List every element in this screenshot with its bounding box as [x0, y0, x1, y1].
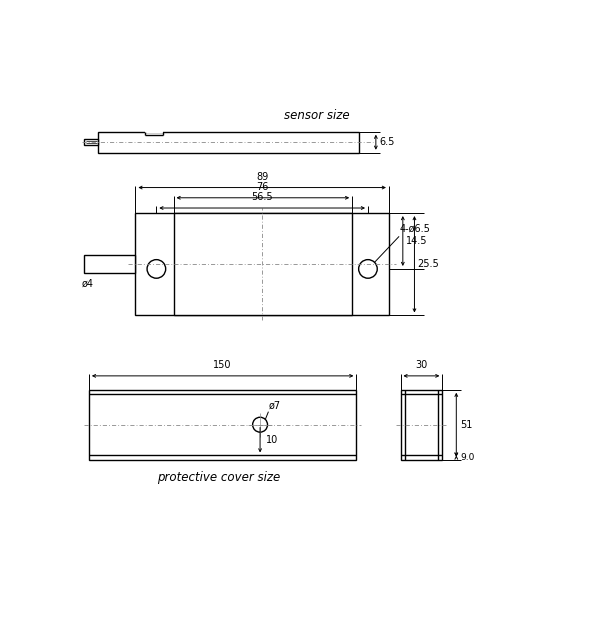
- Text: 25.5: 25.5: [418, 259, 439, 269]
- Bar: [89, 390, 356, 459]
- Bar: [98, 132, 359, 153]
- Text: 10: 10: [266, 435, 278, 445]
- Text: ø7: ø7: [268, 401, 281, 410]
- Text: ø4: ø4: [82, 279, 94, 289]
- Circle shape: [359, 260, 377, 278]
- Bar: [84, 140, 98, 145]
- Bar: [173, 213, 352, 316]
- Bar: [84, 255, 136, 273]
- Text: 6.5: 6.5: [380, 137, 395, 147]
- Text: 4-ø6.5: 4-ø6.5: [399, 224, 430, 234]
- Text: 14.5: 14.5: [406, 236, 428, 246]
- Circle shape: [253, 417, 268, 432]
- Bar: [136, 213, 389, 316]
- Text: 51: 51: [460, 420, 472, 430]
- Text: 30: 30: [415, 360, 428, 370]
- Text: 150: 150: [214, 360, 232, 370]
- Text: 56.5: 56.5: [251, 192, 273, 202]
- Text: 76: 76: [257, 182, 269, 192]
- Text: protective cover size: protective cover size: [158, 471, 281, 484]
- Text: sensor size: sensor size: [284, 110, 350, 123]
- Bar: [401, 390, 442, 459]
- Circle shape: [147, 260, 166, 278]
- Text: 89: 89: [256, 172, 268, 182]
- Text: 9.0: 9.0: [460, 453, 475, 462]
